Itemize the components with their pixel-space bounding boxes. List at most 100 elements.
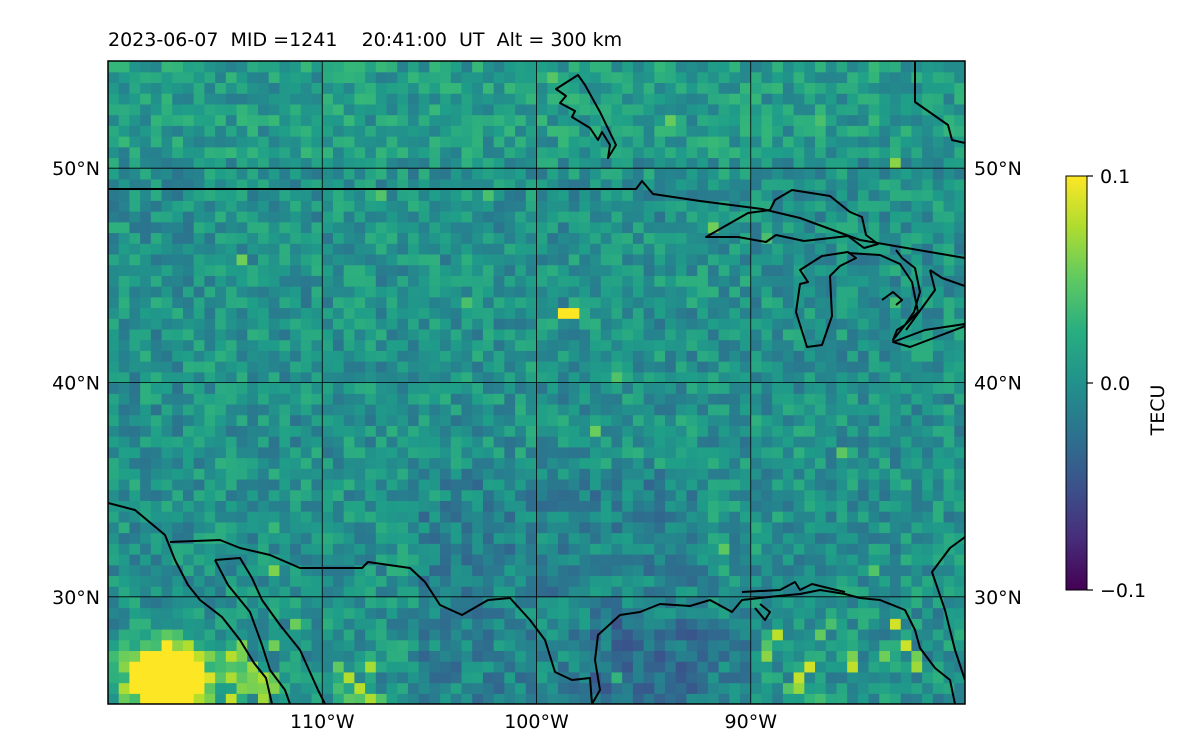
tec-cell xyxy=(493,382,505,394)
tec-cell xyxy=(161,371,173,384)
tec-cell xyxy=(515,478,527,491)
tec-cell xyxy=(697,211,709,223)
tec-cell xyxy=(108,200,120,212)
tec-cell xyxy=(300,371,313,384)
tec-cell xyxy=(150,553,163,566)
tec-cell xyxy=(182,436,195,448)
tec-cell xyxy=(740,264,752,276)
tec-cell xyxy=(225,232,238,244)
y-tick-label-right: 50°N xyxy=(974,158,1022,180)
tec-cell xyxy=(686,596,698,609)
tec-cell xyxy=(332,232,345,244)
tec-cell xyxy=(418,650,430,662)
tec-cell xyxy=(890,243,902,255)
tec-cell xyxy=(697,564,709,576)
tec-cell xyxy=(386,478,398,491)
tec-cell xyxy=(182,211,195,223)
tec-cell xyxy=(568,232,580,244)
tec-cell xyxy=(579,543,591,555)
tec-cell xyxy=(804,553,816,566)
tec-cell xyxy=(225,543,238,555)
tec-cell xyxy=(461,328,473,341)
tec-cell xyxy=(675,661,688,673)
tec-heatmap-cells xyxy=(108,61,965,704)
tec-cell xyxy=(622,125,634,137)
tec-cell xyxy=(129,468,141,480)
tec-cell xyxy=(718,693,730,704)
tec-cell xyxy=(557,211,570,223)
tec-cell xyxy=(472,328,484,341)
tec-cell xyxy=(815,361,827,373)
tec-cell xyxy=(118,318,131,330)
tec-cell xyxy=(568,61,580,73)
tec-cell xyxy=(150,82,163,94)
tec-cell xyxy=(118,286,131,298)
tec-cell xyxy=(257,371,270,384)
tec-cell xyxy=(257,168,270,180)
tec-cell xyxy=(782,318,795,330)
tec-cell xyxy=(397,61,409,73)
tec-cell xyxy=(900,307,913,319)
tec-cell xyxy=(697,521,709,534)
tec-cell xyxy=(493,403,505,416)
tec-cell xyxy=(922,350,934,362)
tec-cell xyxy=(793,650,805,662)
tec-cell xyxy=(568,275,580,287)
tec-cell xyxy=(579,393,591,405)
tec-cell xyxy=(900,425,913,437)
tec-cell xyxy=(568,661,580,673)
tec-cell xyxy=(590,618,602,630)
tec-cell xyxy=(172,114,184,126)
tec-cell xyxy=(450,575,463,587)
tec-cell xyxy=(472,211,484,223)
tec-cell xyxy=(311,521,323,534)
tec-cell xyxy=(643,339,655,351)
tec-cell xyxy=(150,61,163,73)
tec-cell xyxy=(804,521,816,534)
tec-cell xyxy=(482,628,495,641)
tec-cell xyxy=(729,446,741,459)
tec-cell xyxy=(129,275,141,287)
tec-cell xyxy=(547,436,559,448)
tec-cell xyxy=(504,232,516,244)
tec-cell xyxy=(590,607,602,619)
tec-cell xyxy=(943,586,955,598)
tec-cell xyxy=(804,339,816,351)
tec-cell xyxy=(386,361,398,373)
tec-cell xyxy=(772,457,784,469)
tec-cell xyxy=(665,296,677,309)
tec-cell xyxy=(932,61,945,73)
tec-cell xyxy=(118,500,131,512)
tec-cell xyxy=(557,189,570,201)
tec-cell xyxy=(461,639,473,652)
tec-cell xyxy=(536,82,548,94)
tec-cell xyxy=(161,661,173,673)
tec-cell xyxy=(268,446,280,459)
tec-cell xyxy=(182,82,195,94)
tec-cell xyxy=(568,350,580,362)
tec-cell xyxy=(954,200,965,212)
tec-cell xyxy=(193,264,206,276)
tec-cell xyxy=(257,671,270,684)
tec-cell xyxy=(215,671,227,684)
tec-cell xyxy=(450,521,463,534)
tec-cell xyxy=(943,146,955,159)
tec-cell xyxy=(429,564,441,576)
tec-cell xyxy=(365,296,377,309)
tec-cell xyxy=(568,457,580,469)
tec-cell xyxy=(140,564,152,576)
tec-cell xyxy=(665,264,677,276)
tec-cell xyxy=(547,478,559,491)
tec-cell xyxy=(890,607,902,619)
tec-cell xyxy=(407,414,420,426)
tec-cell xyxy=(815,71,827,84)
tec-cell xyxy=(429,103,441,116)
tec-cell xyxy=(525,586,538,598)
tec-cell xyxy=(343,628,355,641)
tec-cell xyxy=(697,511,709,523)
tec-cell xyxy=(600,264,613,276)
tec-cell xyxy=(279,564,291,576)
tec-cell xyxy=(643,157,655,169)
tec-cell xyxy=(354,489,366,501)
tec-cell xyxy=(718,275,730,287)
